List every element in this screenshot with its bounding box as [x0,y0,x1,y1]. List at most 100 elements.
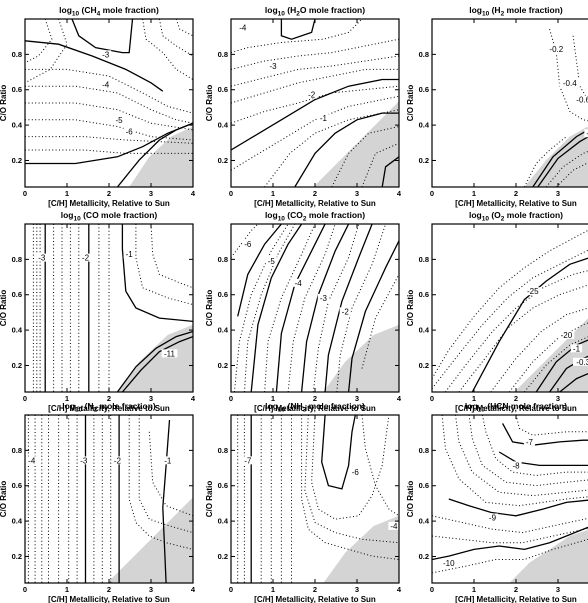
y-tick-label: 0.2 [419,156,429,165]
solid-contour [25,40,164,92]
dotted-contour [336,224,387,392]
dotted-contour [515,415,588,436]
contour-label: -4 [28,456,36,465]
panel-title: log10 (O2 mole fraction) [469,210,563,223]
y-tick-label: 0.8 [218,255,228,264]
y-tick-label: 0.2 [12,552,22,561]
dotted-contour [150,224,193,289]
contour-label: -6 [352,468,360,477]
panel-title: log10 (CO2 mole fraction) [265,210,365,223]
dotted-contour [231,224,259,258]
solid-contour [250,224,303,392]
solid-contour [162,419,171,583]
x-tick-label: 1 [65,394,69,403]
x-tick-label: 3 [149,189,153,198]
y-tick-label: 0.4 [12,326,23,335]
y-tick-label: 0.8 [218,446,228,455]
x-tick-label: 0 [23,585,27,594]
solid-contour [321,415,356,490]
x-tick-label: 1 [472,585,476,594]
y-tick-label: 0.4 [419,326,430,335]
dotted-contour [432,515,588,534]
y-tick-label: 0.6 [419,481,429,490]
solid-contour [116,122,193,187]
dotted-contour [545,150,588,187]
x-tick-label: 3 [149,394,153,403]
x-tick-label: 1 [65,585,69,594]
x-tick-label: 0 [229,189,233,198]
panel-ch4: -3 -4 -5-6 0 1 2 3 4 0.2 0.4 0.6 0.8 [C/H] Metallici… [0,5,196,208]
y-axis-label: C/O Ratio [0,85,8,122]
dotted-contour [264,224,316,392]
solid-contour [237,224,282,317]
y-tick-label: 0.4 [12,517,23,526]
contour-label: -0.2 [549,45,563,54]
x-tick-label: 1 [65,189,69,198]
y-tick-label: 0.4 [419,517,430,526]
solid-contour [71,19,134,54]
y-tick-label: 0.8 [12,50,22,59]
contour-label: -0.6 [576,96,588,105]
y-axis-label: C/O Ratio [406,290,415,327]
panel-title: log10 (H2O mole fraction) [265,5,365,18]
dotted-contour [135,224,193,306]
dotted-contour [468,415,588,487]
x-tick-label: 1 [271,189,275,198]
x-axis-label: [C/H] Metallicity, Relative to Sun [254,595,376,603]
dotted-contour [490,307,588,392]
contour-label: -3 [38,254,46,263]
x-axis-label: [C/H] Metallicity, Relative to Sun [254,404,376,413]
x-tick-label: 3 [355,585,359,594]
dotted-contour [481,415,588,477]
dotted-contour [264,109,399,187]
y-axis-label: C/O Ratio [205,481,214,518]
contour-label: -3 [80,456,88,465]
x-tick-label: 4 [397,394,402,403]
x-tick-label: 0 [430,394,434,403]
x-tick-label: 3 [556,394,560,403]
x-tick-label: 2 [107,394,111,403]
y-tick-label: 0.6 [218,85,228,94]
contour-label: -2 [342,307,350,316]
y-axis-label: C/O Ratio [205,290,214,327]
panel-title: log10 (H2 mole fraction) [469,5,563,18]
x-axis-label: [C/H] Metallicity, Relative to Sun [455,199,577,208]
contour-label: -11 [164,349,176,358]
x-axis-label: [C/H] Metallicity, Relative to Sun [254,199,376,208]
panel-o2: -25-20-1-0.3012340.20.40.60.8[C/H] Metal… [406,210,588,413]
shaded-region [524,126,588,187]
y-tick-label: 0.8 [419,255,429,264]
y-tick-label: 0.6 [12,290,22,299]
dotted-contour [243,224,296,392]
y-tick-label: 0.8 [12,255,22,264]
y-tick-label: 0.4 [218,517,229,526]
contour-label: -5 [116,116,124,125]
dotted-contour [432,229,588,379]
dotted-contour [128,415,193,550]
solid-contour [448,498,588,517]
contour-label: -2 [308,91,316,100]
y-tick-label: 0.4 [12,121,23,130]
x-axis-label: [C/H] Metallicity, Relative to Sun [455,595,577,603]
y-tick-label: 0.6 [218,290,228,299]
contour-label: -2 [82,254,90,263]
contour-label: -8 [512,461,520,470]
solid-contour [502,423,588,446]
y-axis-label: C/O Ratio [0,481,8,518]
x-tick-label: 0 [430,189,434,198]
x-tick-label: 3 [355,189,359,198]
solid-contour [121,335,193,392]
y-tick-label: 0.2 [218,156,228,165]
y-tick-label: 0.2 [419,552,429,561]
y-tick-label: 0.2 [12,156,22,165]
x-axis-label: [C/H] Metallicity, Relative to Sun [455,404,577,413]
contour-label: -4 [102,81,110,90]
solid-contour [231,78,399,151]
y-tick-label: 0.4 [218,121,229,130]
solid-contour [116,330,193,392]
panel-n2: -4 -3 -2 -1 0 1 2 3 4 0.2 0.4 0.6 0.8 [C/H] Metallici… [0,401,196,603]
panel-co2: -6 -5 -4 -3 -2 0 1 2 3 4 0.2 0.4 0.6 0.8 [C/H] Metalli… [205,210,402,413]
solid-contour [381,156,399,187]
dotted-contour [311,415,390,520]
